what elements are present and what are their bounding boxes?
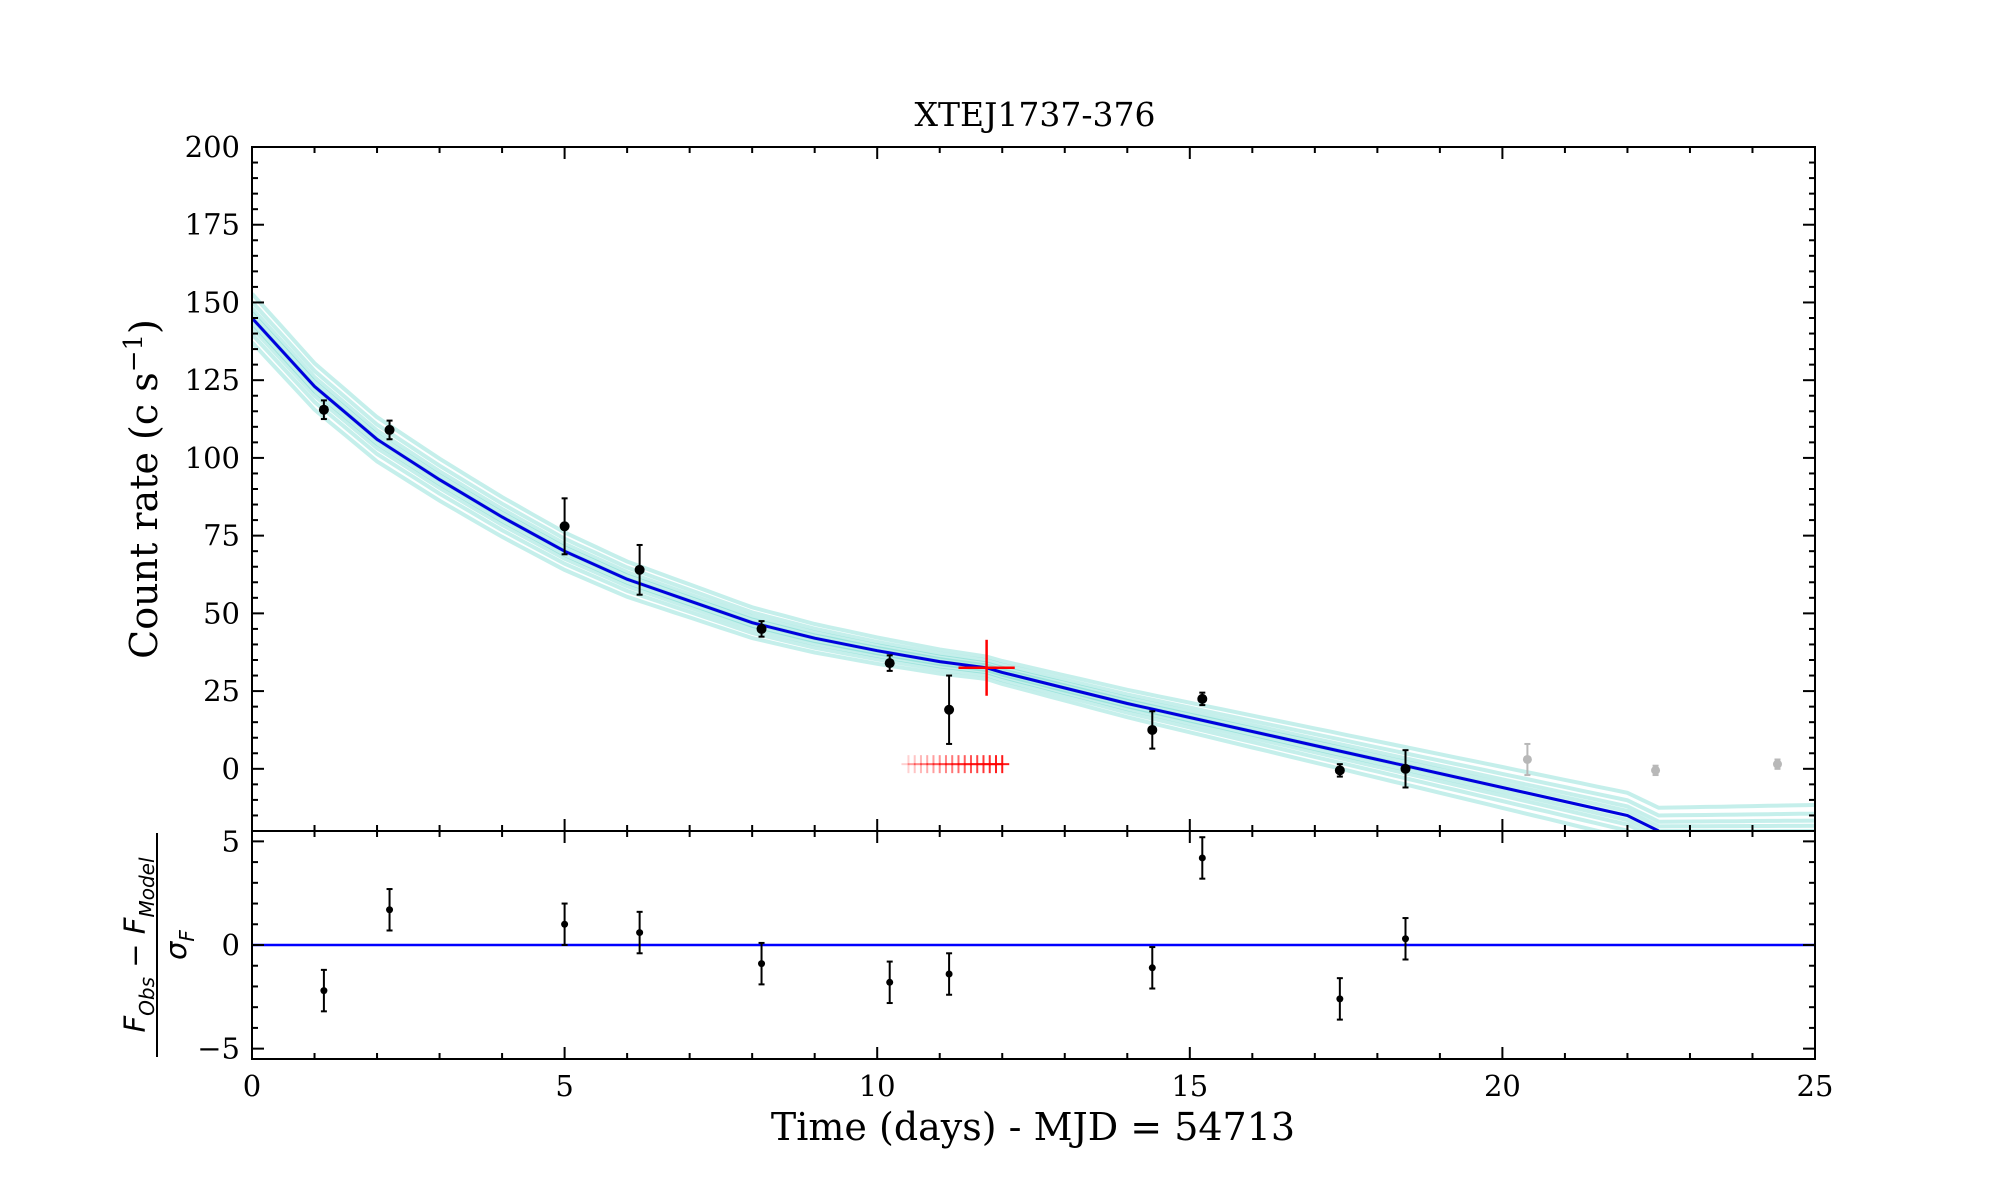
data-point <box>559 521 570 532</box>
residual-point <box>636 929 644 937</box>
residual-point <box>1401 935 1409 943</box>
y-tick-label: 175 <box>185 208 240 242</box>
svg-text:FObs − FModel: FObs − FModel <box>118 857 159 1032</box>
residual-point <box>1336 995 1344 1003</box>
x-tick-label: 5 <box>555 1069 573 1103</box>
data-point <box>634 564 645 575</box>
residual-point <box>945 970 953 978</box>
excluded-data-points <box>1522 742 1782 777</box>
data-point <box>1197 693 1208 704</box>
residual-point <box>1198 854 1206 862</box>
y-tick-label: 50 <box>203 596 240 630</box>
x-tick-label: 25 <box>1797 1069 1834 1103</box>
x-tick-label: 15 <box>1171 1069 1208 1103</box>
y-axis-label: Count rate (c s−1) <box>119 319 166 659</box>
excluded-point <box>1522 754 1532 764</box>
excluded-point <box>1772 759 1782 769</box>
y-tick-label: 0 <box>222 752 240 786</box>
svg-text:σF: σF <box>159 930 199 960</box>
residual-point <box>758 960 766 968</box>
y-tick-label: 75 <box>203 519 240 553</box>
residual-y-axis-label: FObs − FModel σF <box>118 833 199 1057</box>
residual-y-tick-label: 5 <box>222 824 240 858</box>
data-point <box>1400 763 1411 774</box>
residual-point <box>561 920 569 928</box>
residual-panel-frame <box>251 830 1816 1060</box>
residual-points <box>320 836 1409 1021</box>
model-sample-curve <box>252 300 1815 818</box>
residual-y-tick-label: 0 <box>222 928 240 962</box>
data-point <box>318 404 329 415</box>
data-point <box>1334 765 1345 776</box>
model-sample-curve <box>252 340 1607 831</box>
x-tick-label: 20 <box>1484 1069 1521 1103</box>
data-points <box>318 399 1411 789</box>
y-tick-label: 150 <box>185 285 240 319</box>
y-tick-label: 200 <box>185 130 240 164</box>
x-axis-label: Time (days) - MJD = 54713 <box>771 1105 1295 1149</box>
model-sample-curve <box>252 321 1654 831</box>
data-point <box>384 424 395 435</box>
data-point <box>1147 724 1158 735</box>
burst-time-samples <box>901 755 1010 774</box>
data-point <box>944 704 955 715</box>
chart-title: XTEJ1737-376 <box>915 95 1156 134</box>
excluded-point <box>1651 765 1661 775</box>
residual-point <box>386 906 394 914</box>
y-tick-label: 25 <box>203 674 240 708</box>
model-sample-curve <box>252 306 1815 824</box>
model-sample-curve <box>252 326 1645 831</box>
model-sample-curve <box>252 292 1815 810</box>
y-tick-label: 100 <box>185 441 240 475</box>
residual-point <box>320 987 328 995</box>
data-point <box>756 623 767 634</box>
residual-point <box>886 978 894 986</box>
model-sample-curve <box>252 311 1815 829</box>
x-tick-label: 10 <box>859 1069 896 1103</box>
burst-marker <box>958 639 1015 696</box>
x-tick-label: 0 <box>243 1069 261 1103</box>
data-point <box>884 658 895 669</box>
y-tick-label: 125 <box>185 363 240 397</box>
residual-y-tick-label: −5 <box>197 1032 240 1066</box>
residual-point <box>1148 964 1156 972</box>
model-sample-curve <box>252 332 1633 831</box>
